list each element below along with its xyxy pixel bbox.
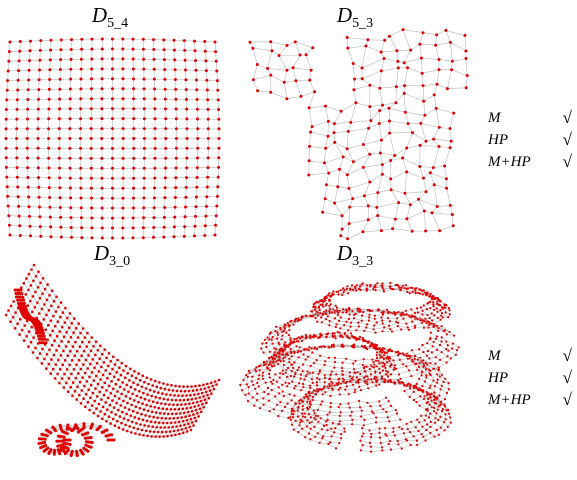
title-main: D <box>93 241 109 265</box>
meshes <box>6 30 467 456</box>
mesh-edges <box>6 265 219 437</box>
check-mark: √ <box>563 390 573 409</box>
check-mark: √ <box>563 368 573 387</box>
title-main: D <box>91 3 107 27</box>
checklists: M √ HP √ M+HP √ M √ HP √ M+HP √ <box>487 108 573 409</box>
panel-title: D5_3 <box>336 3 373 31</box>
item-label: M <box>487 348 502 364</box>
item-label: HP <box>487 370 508 386</box>
panel-title: D3_3 <box>336 241 373 269</box>
panel-title: D5_4 <box>91 3 128 31</box>
figure: D5_4 D5_3 D3_0 D3_3 M√HP√M+HP√M√HP√M+HP√ <box>0 0 577 480</box>
title-sub: 3_0 <box>109 254 130 269</box>
item-label: M+HP <box>487 392 531 408</box>
title-sub: 5_3 <box>352 16 373 31</box>
mesh-edges <box>250 30 467 239</box>
check-mark: √ <box>563 130 573 149</box>
item-label: M <box>487 110 502 126</box>
title-sub: 3_3 <box>352 254 373 269</box>
item-label: M+HP <box>487 154 531 170</box>
title-sub: 5_4 <box>107 16 128 31</box>
check-mark: √ <box>563 346 573 365</box>
item-label: HP <box>487 132 508 148</box>
check-mark: √ <box>563 108 573 127</box>
panel-title: D3_0 <box>93 241 130 269</box>
title-main: D <box>336 241 352 265</box>
mesh-edges <box>290 378 451 452</box>
title-main: D <box>336 3 352 27</box>
mesh-vertices <box>6 39 219 238</box>
mesh-vertices <box>250 30 467 239</box>
check-mark: √ <box>563 152 573 171</box>
